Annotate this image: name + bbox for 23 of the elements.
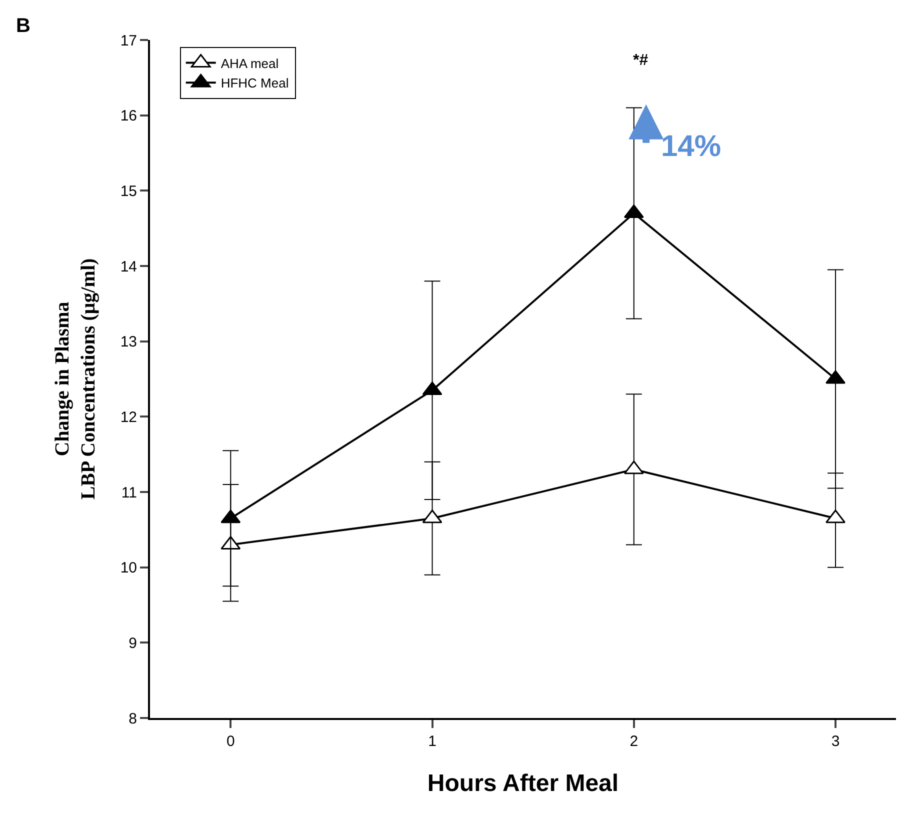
y-tick-label: 8 bbox=[128, 710, 137, 728]
y-axis-title: Change in Plasma LBP Concentrations (μg/ml) bbox=[51, 258, 100, 500]
annotation: 14% bbox=[661, 130, 722, 163]
y-tick-label: 16 bbox=[120, 108, 137, 125]
x-tick-label: 3 bbox=[831, 733, 840, 750]
x-tick-label: 0 bbox=[226, 733, 235, 750]
x-tick-label: 2 bbox=[630, 733, 638, 750]
y-tick-label: 14 bbox=[120, 258, 137, 276]
y-tick-label: 9 bbox=[128, 634, 137, 652]
y-tick-label: 15 bbox=[120, 182, 137, 200]
legend-label: AHA meal bbox=[220, 56, 279, 71]
point bbox=[826, 370, 846, 384]
y-tick-label: 10 bbox=[120, 560, 137, 577]
y-tick-label: 17 bbox=[120, 32, 137, 50]
y-tick-label: 13 bbox=[120, 334, 137, 351]
y-tick-label: 12 bbox=[120, 408, 137, 426]
x-tick-label: 1 bbox=[428, 733, 436, 750]
x-axis-title: Hours After Meal bbox=[427, 770, 619, 797]
annotation: *# bbox=[633, 52, 648, 69]
legend-label: HFHC Meal bbox=[220, 76, 289, 91]
text: B bbox=[16, 15, 30, 37]
y-tick-label: 11 bbox=[121, 484, 137, 502]
point bbox=[826, 510, 846, 524]
